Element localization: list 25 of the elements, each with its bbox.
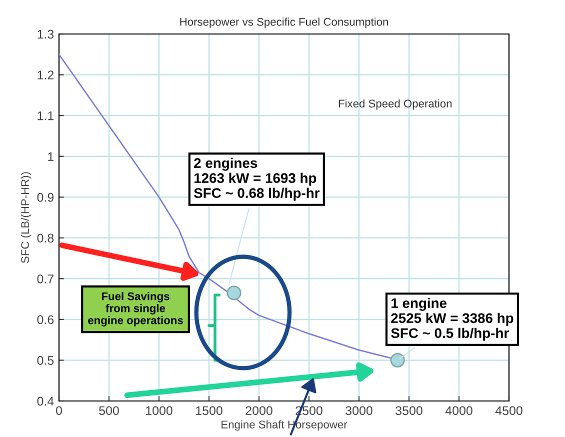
x-tick-label: 4000 — [445, 406, 472, 416]
x-tick-label: 4500 — [495, 406, 522, 416]
x-tick-label: 1000 — [146, 406, 172, 416]
annotation: 2 engines 1263 kW = 1693 hp SFC ~ 0.68 lb/hp-hr — [194, 158, 320, 201]
x-tick-label: 1500 — [196, 406, 222, 416]
y-axis-title: SFC (LB/(HP-HR)) — [20, 172, 32, 263]
annotation: Fuel Savings from single engine operations — [88, 292, 183, 326]
y-tick-label: 1.1 — [38, 111, 54, 120]
y-tick-label: 1.3 — [38, 30, 54, 39]
y-tick-label: 0.5 — [37, 356, 54, 365]
y-tick-label: 0.8 — [37, 234, 54, 243]
y-tick-label: 1.2 — [38, 70, 54, 80]
y-tick-label: 0.7 — [37, 274, 54, 284]
annotation: Fixed Speed Operation — [338, 99, 452, 110]
x-tick-label: 2000 — [246, 406, 272, 416]
y-tick-label: 0.6 — [37, 315, 54, 324]
x-tick-label: 3000 — [346, 406, 372, 416]
x-tick-label: 0 — [56, 406, 62, 416]
annotation: 1 engine 2525 kW = 3386 hp SFC ~ 0.5 lb/hp-hr — [391, 298, 514, 341]
x-tick-label: 3500 — [396, 406, 422, 416]
chart-title: Horsepower vs Specific Fuel Consumption — [180, 18, 388, 28]
y-tick-label: 1 — [48, 152, 54, 161]
y-tick-label: 0.4 — [37, 396, 54, 406]
y-tick-label: 0.9 — [37, 192, 54, 202]
x-tick-label: 500 — [99, 406, 119, 416]
